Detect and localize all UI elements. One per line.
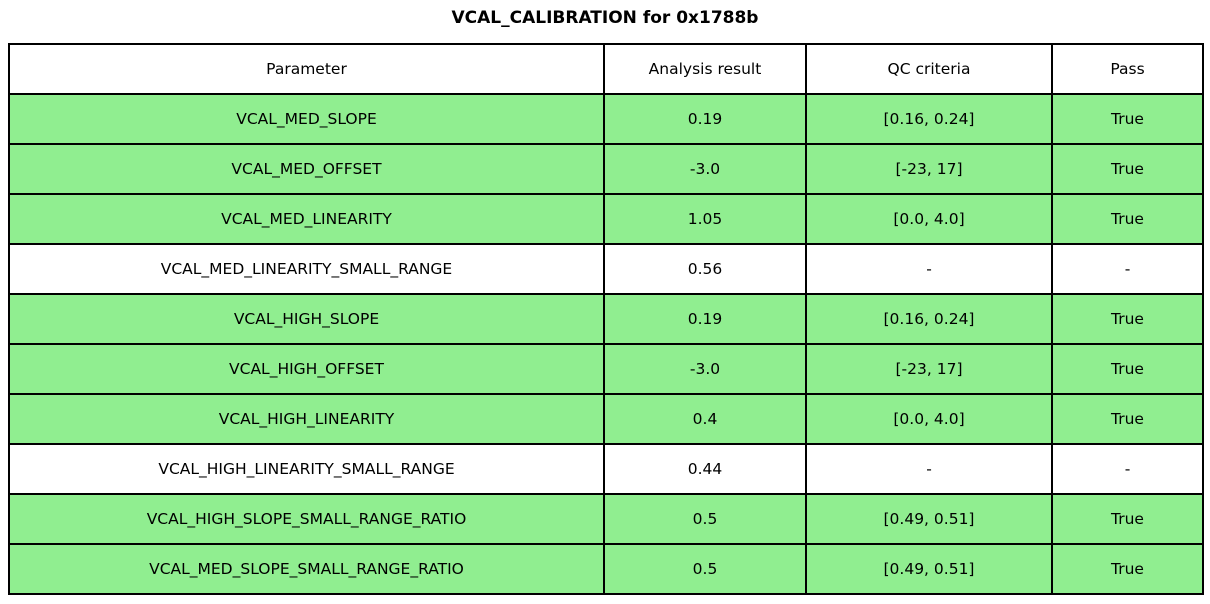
table-row: VCAL_HIGH_LINEARITY 0.4 [0.0, 4.0] True [8, 393, 1204, 445]
analysis-result-cell: 0.19 [603, 93, 807, 145]
col-header-pass: Pass [1051, 43, 1204, 95]
parameter-cell: VCAL_MED_LINEARITY_SMALL_RANGE [8, 243, 605, 295]
qc-criteria-cell: [0.49, 0.51] [805, 543, 1053, 595]
analysis-result-cell: 0.19 [603, 293, 807, 345]
table-row: VCAL_MED_LINEARITY 1.05 [0.0, 4.0] True [8, 193, 1204, 245]
qc-criteria-cell: [0.0, 4.0] [805, 393, 1053, 445]
table-row: VCAL_MED_SLOPE 0.19 [0.16, 0.24] True [8, 93, 1204, 145]
analysis-result-cell: 0.56 [603, 243, 807, 295]
table-row: VCAL_HIGH_SLOPE_SMALL_RANGE_RATIO 0.5 [0.4… [8, 493, 1204, 545]
qc-criteria-cell: [0.16, 0.24] [805, 93, 1053, 145]
page-title: VCAL_CALIBRATION for 0x1788b [451, 8, 759, 28]
qc-criteria-cell: - [805, 243, 1053, 295]
analysis-result-cell: 0.44 [603, 443, 807, 495]
parameter-cell: VCAL_HIGH_SLOPE_SMALL_RANGE_RATIO [8, 493, 605, 545]
qc-criteria-cell: [0.0, 4.0] [805, 193, 1053, 245]
col-header-analysis-result: Analysis result [603, 43, 807, 95]
table-row: VCAL_HIGH_OFFSET -3.0 [-23, 17] True [8, 343, 1204, 395]
table-body: VCAL_MED_SLOPE 0.19 [0.16, 0.24] True VCAL_M… [8, 93, 1204, 595]
analysis-result-cell: 0.4 [603, 393, 807, 445]
parameter-cell: VCAL_HIGH_OFFSET [8, 343, 605, 395]
parameter-cell: VCAL_MED_SLOPE [8, 93, 605, 145]
analysis-result-cell: 0.5 [603, 543, 807, 595]
pass-cell: True [1051, 493, 1204, 545]
table-row: VCAL_MED_OFFSET -3.0 [-23, 17] True [8, 143, 1204, 195]
pass-cell: True [1051, 293, 1204, 345]
table-row: VCAL_HIGH_SLOPE 0.19 [0.16, 0.24] True [8, 293, 1204, 345]
qc-criteria-cell: [-23, 17] [805, 343, 1053, 395]
pass-cell: - [1051, 443, 1204, 495]
pass-cell: - [1051, 243, 1204, 295]
table-row: VCAL_MED_SLOPE_SMALL_RANGE_RATIO 0.5 [0.49… [8, 543, 1204, 595]
parameter-cell: VCAL_MED_SLOPE_SMALL_RANGE_RATIO [8, 543, 605, 595]
qc-criteria-cell: - [805, 443, 1053, 495]
table-row: VCAL_HIGH_LINEARITY_SMALL_RANGE 0.44- - [8, 443, 1204, 495]
analysis-result-cell: 0.5 [603, 493, 807, 545]
parameter-cell: VCAL_HIGH_LINEARITY_SMALL_RANGE [8, 443, 605, 495]
pass-cell: True [1051, 393, 1204, 445]
qc-criteria-cell: [-23, 17] [805, 143, 1053, 195]
parameter-cell: VCAL_HIGH_LINEARITY [8, 393, 605, 445]
parameter-cell: VCAL_MED_OFFSET [8, 143, 605, 195]
table-row: VCAL_MED_LINEARITY_SMALL_RANGE 0.56- - [8, 243, 1204, 295]
qc-criteria-cell: [0.49, 0.51] [805, 493, 1053, 545]
parameter-cell: VCAL_MED_LINEARITY [8, 193, 605, 245]
qc-criteria-cell: [0.16, 0.24] [805, 293, 1053, 345]
pass-cell: True [1051, 543, 1204, 595]
pass-cell: True [1051, 93, 1204, 145]
table-header-row: Parameter Analysis result QC criteria Pa… [8, 43, 1204, 95]
analysis-result-cell: 1.05 [603, 193, 807, 245]
pass-cell: True [1051, 143, 1204, 195]
pass-cell: True [1051, 343, 1204, 395]
col-header-parameter: Parameter [8, 43, 605, 95]
analysis-result-cell: -3.0 [603, 343, 807, 395]
qc-results-table: Parameter Analysis result QC criteria Pa… [8, 43, 1204, 595]
parameter-cell: VCAL_HIGH_SLOPE [8, 293, 605, 345]
col-header-qc-criteria: QC criteria [805, 43, 1053, 95]
analysis-result-cell: -3.0 [603, 143, 807, 195]
pass-cell: True [1051, 193, 1204, 245]
